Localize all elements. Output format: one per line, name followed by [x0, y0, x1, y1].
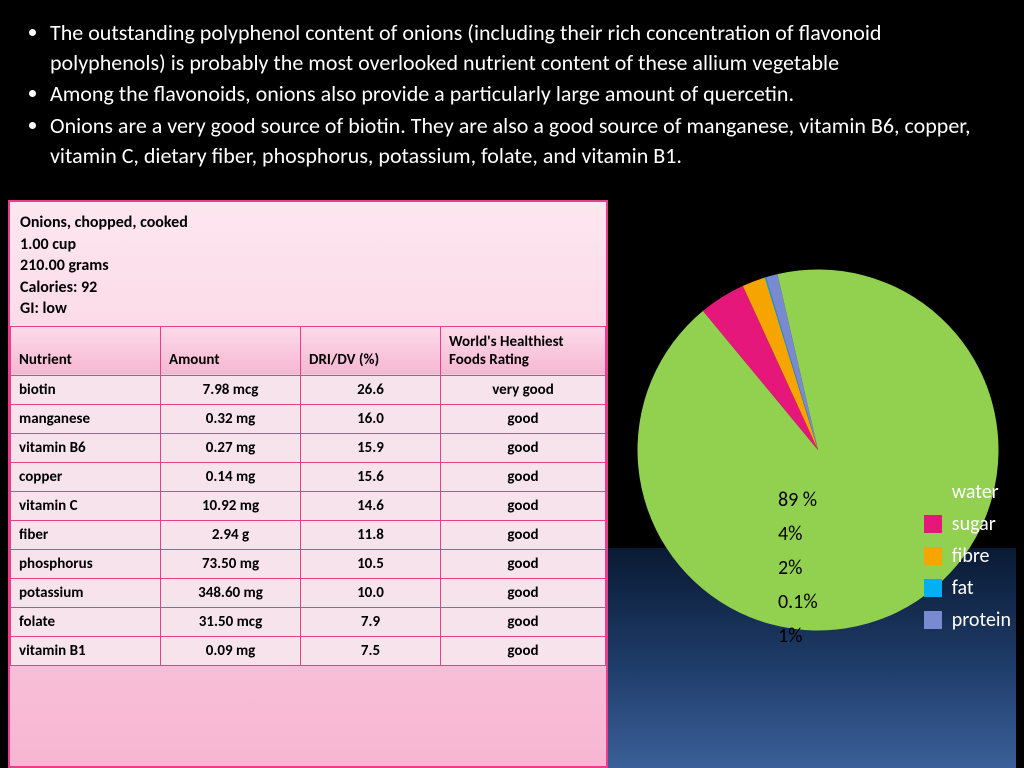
table-cell: 26.6 — [301, 375, 441, 404]
legend-swatch — [924, 579, 942, 597]
pie-percent-labels: 89 % 4% 2% 0.1% 1% — [778, 490, 818, 660]
table-row: vitamin B60.27 mg15.9good — [11, 433, 606, 462]
table-cell: 31.50 mcg — [161, 607, 301, 636]
table-cell: good — [441, 607, 606, 636]
table-cell: 10.5 — [301, 549, 441, 578]
legend-item: protein — [924, 608, 1011, 632]
bullet-item: Onions are a very good source of biotin.… — [50, 111, 994, 170]
legend-label: protein — [952, 608, 1011, 632]
table-cell: very good — [441, 375, 606, 404]
pie-pct-label: 4% — [778, 524, 818, 544]
col-nutrient: Nutrient — [11, 326, 161, 375]
table-cell: phosphorus — [11, 549, 161, 578]
table-row: biotin7.98 mcg26.6very good — [11, 375, 606, 404]
legend-label: sugar — [952, 512, 996, 536]
table-cell: biotin — [11, 375, 161, 404]
table-cell: 0.14 mg — [161, 462, 301, 491]
legend-swatch — [924, 515, 942, 533]
table-cell: vitamin B6 — [11, 433, 161, 462]
table-cell: manganese — [11, 404, 161, 433]
bullet-list: The outstanding polyphenol content of on… — [0, 0, 1024, 182]
table-cell: good — [441, 520, 606, 549]
legend-item: fibre — [924, 544, 1011, 568]
table-cell: 2.94 g — [161, 520, 301, 549]
pie-pct-label: 2% — [778, 558, 818, 578]
table-cell: folate — [11, 607, 161, 636]
pie-legend: water sugar fibre fat protein — [924, 480, 1011, 640]
legend-swatch — [924, 547, 942, 565]
legend-item: water — [924, 480, 1011, 504]
legend-label: fat — [952, 576, 974, 600]
table-row: copper0.14 mg15.6good — [11, 462, 606, 491]
table-cell: 0.27 mg — [161, 433, 301, 462]
table-cell: 16.0 — [301, 404, 441, 433]
table-row: potassium348.60 mg10.0good — [11, 578, 606, 607]
table-row: manganese0.32 mg16.0good — [11, 404, 606, 433]
table-cell: good — [441, 549, 606, 578]
pie-pct-label: 89 % — [778, 490, 818, 510]
legend-item: sugar — [924, 512, 1011, 536]
legend-label: water — [952, 480, 999, 504]
bullet-item: The outstanding polyphenol content of on… — [50, 18, 994, 77]
table-cell: 0.09 mg — [161, 636, 301, 665]
pie-chart-area: 89 % 4% 2% 0.1% 1% water sugar fibre fat protein — [608, 200, 1016, 768]
table-row: folate31.50 mcg7.9good — [11, 607, 606, 636]
table-cell: good — [441, 578, 606, 607]
table-cell: 10.92 mg — [161, 491, 301, 520]
table-cell: 15.6 — [301, 462, 441, 491]
legend-label: fibre — [952, 544, 990, 568]
table-cell: 73.50 mg — [161, 549, 301, 578]
table-cell: good — [441, 636, 606, 665]
table-cell: potassium — [11, 578, 161, 607]
col-dridv: DRI/DV (%) — [301, 326, 441, 375]
table-cell: vitamin C — [11, 491, 161, 520]
table-row: phosphorus73.50 mg10.5good — [11, 549, 606, 578]
pie-pct-label: 0.1% — [778, 592, 818, 612]
header-line: Calories: 92 — [20, 277, 596, 299]
table-cell: 7.98 mcg — [161, 375, 301, 404]
table-cell: copper — [11, 462, 161, 491]
table-cell: 7.5 — [301, 636, 441, 665]
table-row: vitamin C10.92 mg14.6good — [11, 491, 606, 520]
table-cell: good — [441, 462, 606, 491]
table-cell: fiber — [11, 520, 161, 549]
nutrition-table: Nutrient Amount DRI/DV (%) World's Healt… — [10, 326, 606, 666]
table-cell: 348.60 mg — [161, 578, 301, 607]
header-line: 1.00 cup — [20, 234, 596, 256]
col-rating: World's Healthiest Foods Rating — [441, 326, 606, 375]
table-cell: 14.6 — [301, 491, 441, 520]
table-cell: 10.0 — [301, 578, 441, 607]
header-line: GI: low — [20, 298, 596, 320]
header-line: 210.00 grams — [20, 255, 596, 277]
table-row: fiber2.94 g11.8good — [11, 520, 606, 549]
table-cell: 15.9 — [301, 433, 441, 462]
table-cell: 11.8 — [301, 520, 441, 549]
legend-item: fat — [924, 576, 1011, 600]
table-row: vitamin B10.09 mg7.5good — [11, 636, 606, 665]
table-cell: 0.32 mg — [161, 404, 301, 433]
header-line: Onions, chopped, cooked — [20, 212, 596, 234]
table-cell: vitamin B1 — [11, 636, 161, 665]
pie-pct-label: 1% — [778, 626, 818, 646]
table-cell: 7.9 — [301, 607, 441, 636]
table-header-block: Onions, chopped, cooked 1.00 cup 210.00 … — [10, 202, 606, 326]
nutrition-table-card: Onions, chopped, cooked 1.00 cup 210.00 … — [8, 200, 608, 768]
col-amount: Amount — [161, 326, 301, 375]
bullet-item: Among the flavonoids, onions also provid… — [50, 79, 994, 109]
table-cell: good — [441, 404, 606, 433]
table-cell: good — [441, 491, 606, 520]
legend-swatch — [924, 611, 942, 629]
table-cell: good — [441, 433, 606, 462]
